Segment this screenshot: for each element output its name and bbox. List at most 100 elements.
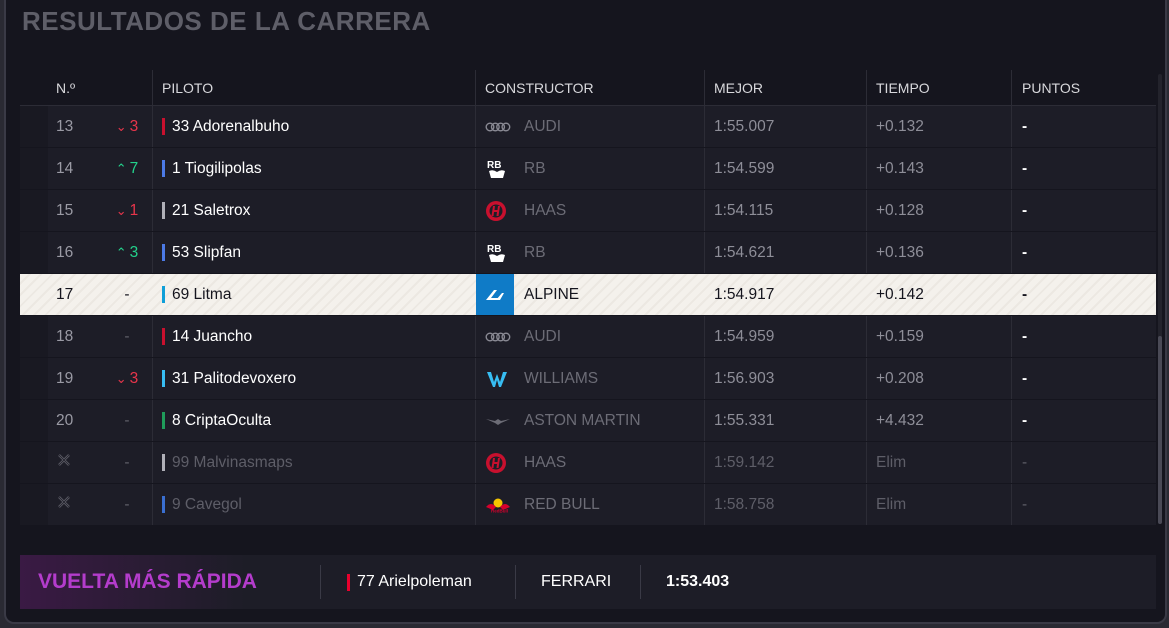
position-change-value: 3	[129, 117, 139, 135]
position-change-value: 3	[129, 243, 139, 261]
results-table: N.º PILOTO CONSTRUCTOR MEJOR TIEMPO PUNT…	[20, 70, 1156, 526]
position-number: 14	[56, 159, 74, 177]
best-lap: 1:54.621	[704, 232, 866, 273]
rb-logo-icon: RB	[485, 242, 515, 264]
constructor-cell: WILLIAMS	[475, 358, 704, 399]
constructor-cell: AUDI	[475, 106, 704, 147]
best-lap: 1:54.115	[704, 190, 866, 231]
position-cell: 19	[48, 358, 102, 399]
table-row[interactable]: 16 ⌃ 3 53 Slipfan RB RB 1:54.621 +0.136 -	[20, 232, 1156, 274]
position-cell: 17	[48, 274, 102, 315]
table-row[interactable]: - 99 Malvinasmaps HAAS 1:59.142 Elim -	[20, 442, 1156, 484]
team-color-bar	[162, 202, 165, 219]
driver-cell: 31 Palitodevoxero	[152, 358, 475, 399]
team-color-bar	[162, 244, 165, 261]
race-time: +0.208	[866, 358, 1011, 399]
position-cell: 14	[48, 148, 102, 189]
points: -	[1011, 148, 1156, 189]
position-change-value: 3	[129, 369, 139, 387]
constructor-name: AUDI	[524, 117, 562, 135]
williams-logo-icon	[485, 370, 515, 388]
driver-name: 99 Malvinasmaps	[172, 453, 293, 471]
position-change-value: 7	[129, 159, 139, 177]
scrollbar-thumb[interactable]	[1158, 336, 1162, 524]
table-row[interactable]: 20 - 8 CriptaOculta ASTON MARTIN 1:55.33…	[20, 400, 1156, 442]
constructor-cell: ALPINE	[475, 274, 704, 315]
scrollbar-track[interactable]	[1158, 74, 1162, 524]
red-bull-logo-icon: RedBull	[485, 497, 515, 513]
position-cell: 13	[48, 106, 102, 147]
constructor-name: ALPINE	[524, 285, 580, 303]
team-color-bar	[162, 496, 165, 513]
points: -	[1011, 484, 1156, 525]
position-cell: 18	[48, 316, 102, 357]
points: -	[1011, 190, 1156, 231]
table-row[interactable]: 15 ⌄ 1 21 Saletrox HAAS 1:54.115 +0.128 -	[20, 190, 1156, 232]
constructor-cell: HAAS	[475, 190, 704, 231]
points: -	[1011, 232, 1156, 273]
driver-name: 1 Tiogilipolas	[172, 159, 262, 177]
svg-text:RB: RB	[487, 244, 501, 255]
best-lap: 1:56.903	[704, 358, 866, 399]
driver-cell: 8 CriptaOculta	[152, 400, 475, 441]
arrow-up-icon: ⌃	[115, 244, 127, 260]
alpine-logo-icon	[476, 274, 514, 315]
rb-logo-icon: RB	[485, 158, 515, 180]
best-lap: 1:55.331	[704, 400, 866, 441]
retired-icon	[56, 452, 72, 473]
driver-name: 9 Cavegol	[172, 495, 242, 513]
team-color-bar	[162, 454, 165, 471]
header-pos: N.º	[56, 79, 76, 96]
position-change-value: -	[124, 411, 130, 429]
fastest-lap-constructor: FERRARI	[541, 573, 612, 590]
position-change: -	[102, 316, 152, 357]
race-time: Elim	[866, 484, 1011, 525]
fastest-lap-label: VUELTA MÁS RÁPIDA	[20, 555, 320, 609]
team-color-bar	[162, 328, 165, 345]
position-cell	[48, 442, 102, 483]
table-body: 13 ⌄ 3 33 Adorenalbuho AUDI 1:55.007 +0.1…	[20, 106, 1156, 526]
position-cell: 16	[48, 232, 102, 273]
table-row[interactable]: 19 ⌄ 3 31 Palitodevoxero WILLIAMS 1:56.90…	[20, 358, 1156, 400]
constructor-cell: RedBull RED BULL	[475, 484, 704, 525]
constructor-cell: AUDI	[475, 316, 704, 357]
table-row[interactable]: 18 - 14 Juancho AUDI 1:54.959 +0.159 -	[20, 316, 1156, 358]
best-lap: 1:54.599	[704, 148, 866, 189]
race-time: +0.128	[866, 190, 1011, 231]
aston-martin-logo-icon	[485, 416, 515, 426]
team-color-bar	[162, 286, 165, 303]
race-time: +0.159	[866, 316, 1011, 357]
driver-name: 53 Slipfan	[172, 243, 241, 261]
team-color-bar	[162, 412, 165, 429]
position-change-value: -	[124, 285, 130, 303]
constructor-cell: HAAS	[475, 442, 704, 483]
best-lap: 1:55.007	[704, 106, 866, 147]
driver-cell: 99 Malvinasmaps	[152, 442, 475, 483]
position-change: -	[102, 484, 152, 525]
position-number: 18	[56, 327, 74, 345]
haas-logo-icon	[485, 200, 515, 222]
fastest-lap-time: 1:53.403	[666, 573, 730, 590]
audi-logo-icon	[485, 332, 515, 342]
position-change: -	[102, 400, 152, 441]
header-driver: PILOTO	[152, 70, 475, 105]
best-lap: 1:59.142	[704, 442, 866, 483]
points: -	[1022, 285, 1028, 303]
table-row[interactable]: 13 ⌄ 3 33 Adorenalbuho AUDI 1:55.007 +0.1…	[20, 106, 1156, 148]
table-row[interactable]: 17 - 69 Litma ALPINE 1:54.917 +0.142 -	[20, 274, 1156, 316]
best-lap: 1:54.959	[704, 316, 866, 357]
constructor-cell: RB RB	[475, 232, 704, 273]
arrow-up-icon: ⌃	[115, 160, 127, 176]
race-time: +0.136	[866, 232, 1011, 273]
table-row[interactable]: 14 ⌃ 7 1 Tiogilipolas RB RB 1:54.599 +0.1…	[20, 148, 1156, 190]
driver-name: 21 Saletrox	[172, 201, 251, 219]
position-number: 17	[56, 285, 74, 303]
driver-name: 69 Litma	[172, 285, 232, 303]
race-time: +0.132	[866, 106, 1011, 147]
best-lap: 1:54.917	[714, 285, 775, 303]
race-time: +0.142	[876, 285, 924, 303]
table-row[interactable]: - 9 Cavegol RedBull RED BULL 1:58.758 El…	[20, 484, 1156, 526]
position-change: ⌃ 3	[102, 232, 152, 273]
position-number: 20	[56, 411, 74, 429]
constructor-name: AUDI	[524, 327, 562, 345]
